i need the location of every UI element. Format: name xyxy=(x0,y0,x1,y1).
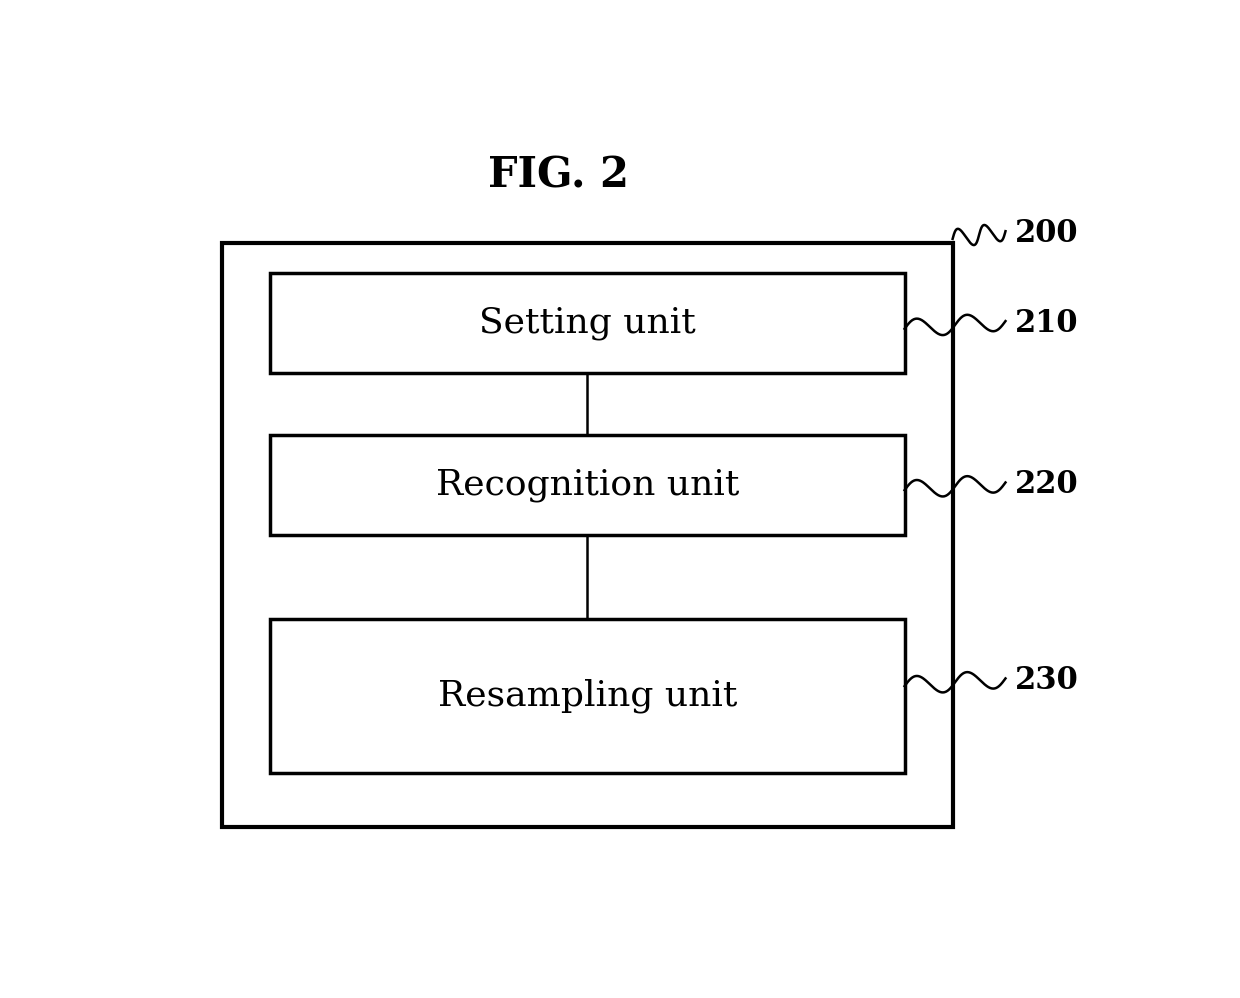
Text: 200: 200 xyxy=(1016,218,1079,249)
Text: Setting unit: Setting unit xyxy=(479,306,696,340)
Text: 230: 230 xyxy=(1016,666,1079,697)
Text: FIG. 2: FIG. 2 xyxy=(489,155,629,197)
Bar xyxy=(270,273,904,373)
Bar xyxy=(222,243,952,826)
Text: 220: 220 xyxy=(1016,469,1079,500)
Bar xyxy=(270,619,904,773)
Text: Recognition unit: Recognition unit xyxy=(435,468,739,502)
Text: Resampling unit: Resampling unit xyxy=(438,679,737,714)
Text: 210: 210 xyxy=(1016,308,1079,339)
Bar xyxy=(270,435,904,535)
